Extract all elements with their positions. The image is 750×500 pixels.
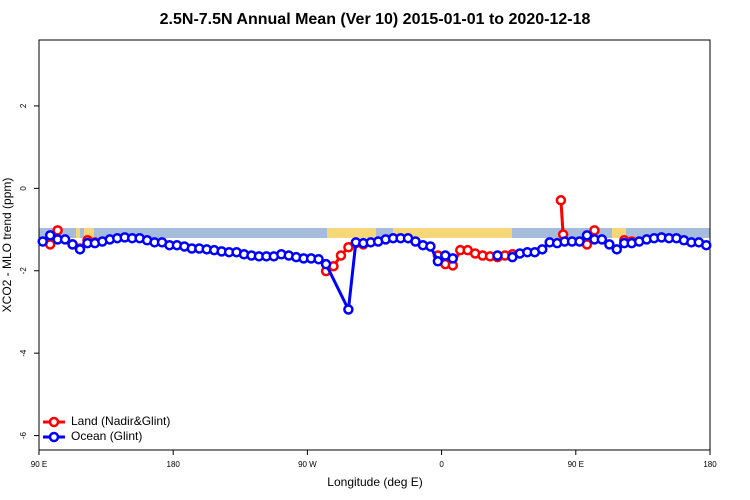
- data-point: [581, 230, 593, 241]
- x-axis-label: Longitude (deg E): [327, 475, 422, 489]
- data-point: [343, 304, 354, 315]
- y-tick-label: 2: [19, 103, 28, 108]
- y-tick-label: 0: [19, 186, 28, 191]
- x-tick-label: 90 E: [31, 460, 47, 469]
- y-axis-label: XCO2 - MLO trend (ppm): [0, 178, 14, 313]
- y-tick-label: -2: [19, 267, 28, 275]
- land-strip: [76, 228, 80, 238]
- data-point: [343, 242, 354, 253]
- data-point: [596, 234, 608, 245]
- x-tick-label: 0: [439, 460, 444, 469]
- map-strip: [39, 228, 710, 238]
- series-line: [41, 233, 454, 315]
- data-point: [425, 241, 436, 252]
- series-line: [559, 200, 565, 235]
- chart-title: 2.5N-7.5N Annual Mean (Ver 10) 2015-01-0…: [160, 11, 591, 28]
- data-point: [313, 253, 324, 265]
- land-strip: [393, 228, 512, 238]
- x-tick-label: 90 E: [568, 460, 584, 469]
- data-point: [447, 253, 459, 264]
- data-point: [432, 256, 444, 267]
- data-point: [574, 236, 585, 247]
- legend-marker: [48, 416, 60, 428]
- data-point: [492, 250, 503, 261]
- data-point: [555, 195, 567, 206]
- data-point: [44, 230, 56, 241]
- data-point: [320, 258, 332, 270]
- land-strip: [612, 228, 626, 238]
- land-strip: [84, 228, 94, 238]
- data-point: [67, 239, 78, 250]
- y-tick-label: -4: [19, 349, 28, 357]
- x-tick-label: 180: [703, 460, 717, 469]
- data-point: [604, 239, 615, 250]
- data-point: [537, 244, 548, 255]
- x-tick-label: 90 W: [298, 460, 317, 469]
- data-point: [611, 244, 623, 255]
- data-point: [74, 244, 86, 255]
- data-point: [701, 239, 712, 251]
- y-tick-label: -6: [19, 431, 28, 439]
- data-point: [335, 250, 347, 261]
- data-point: [59, 234, 71, 245]
- legend-label: Land (Nadir&Glint): [71, 414, 170, 428]
- legend-label: Ocean (Glint): [71, 429, 142, 443]
- x-tick-label: 180: [167, 460, 181, 469]
- land-strip: [327, 228, 376, 238]
- legend-marker: [48, 431, 60, 443]
- data-point: [37, 236, 48, 247]
